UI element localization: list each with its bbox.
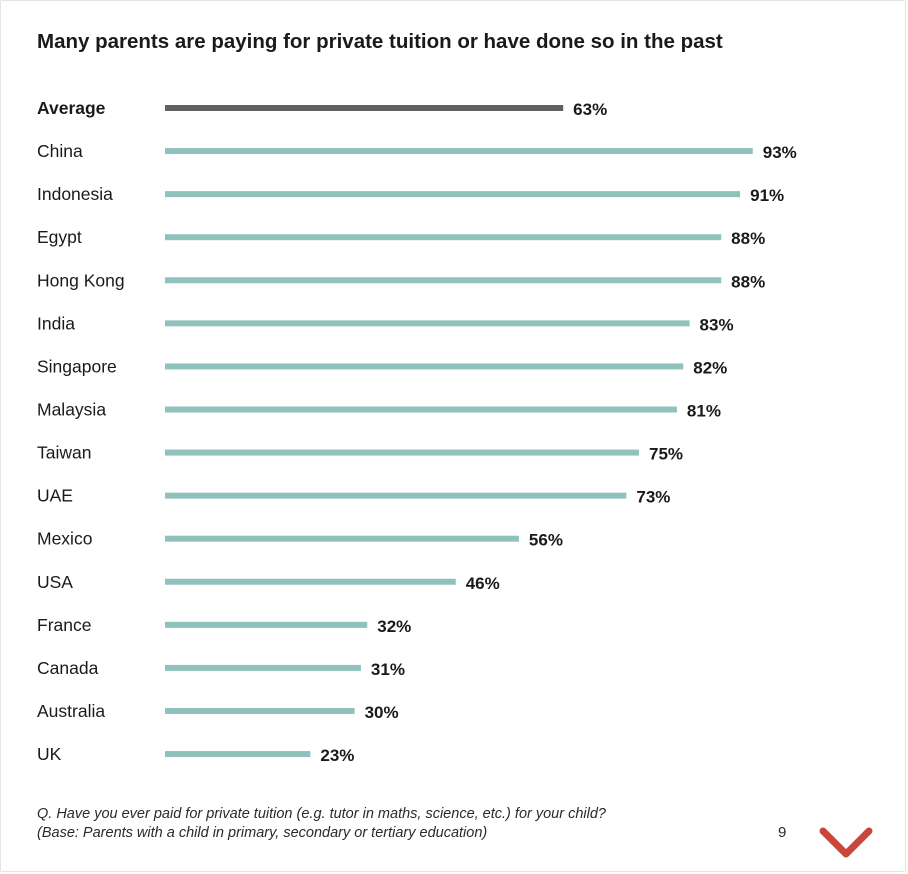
value-label-malaysia: 81% bbox=[687, 401, 721, 420]
category-label-france: France bbox=[37, 615, 91, 635]
bar-france bbox=[165, 621, 368, 628]
category-label-usa: USA bbox=[37, 572, 73, 592]
bar-india bbox=[165, 320, 690, 327]
value-label-average: 63% bbox=[573, 100, 607, 119]
category-label-mexico: Mexico bbox=[37, 529, 92, 549]
category-label-hong-kong: Hong Kong bbox=[37, 270, 125, 290]
bar-china bbox=[165, 148, 753, 155]
value-label-singapore: 82% bbox=[693, 358, 727, 377]
bar-hong-kong bbox=[165, 277, 722, 284]
category-label-indonesia: Indonesia bbox=[37, 184, 113, 204]
value-label-canada: 31% bbox=[371, 660, 405, 679]
category-label-uae: UAE bbox=[37, 486, 73, 506]
bar-uk bbox=[165, 751, 311, 758]
category-label-taiwan: Taiwan bbox=[37, 443, 91, 463]
bar-taiwan bbox=[165, 449, 639, 456]
category-label-australia: Australia bbox=[37, 701, 105, 721]
value-label-uae: 73% bbox=[636, 488, 670, 507]
value-label-india: 83% bbox=[700, 315, 734, 334]
category-label-average: Average bbox=[37, 98, 106, 118]
value-label-indonesia: 91% bbox=[750, 186, 784, 205]
bar-malaysia bbox=[165, 406, 677, 413]
category-label-egypt: Egypt bbox=[37, 227, 82, 247]
category-label-uk: UK bbox=[37, 744, 62, 764]
bar-egypt bbox=[165, 234, 722, 241]
page-number: 9 bbox=[778, 824, 787, 841]
value-label-egypt: 88% bbox=[731, 229, 765, 248]
value-label-uk: 23% bbox=[320, 746, 354, 765]
bar-usa bbox=[165, 578, 456, 585]
chart-title: Many parents are paying for private tuit… bbox=[37, 30, 723, 53]
bar-singapore bbox=[165, 363, 684, 370]
category-label-india: India bbox=[37, 313, 75, 333]
footnote-base: (Base: Parents with a child in primary, … bbox=[37, 825, 488, 841]
bar-canada bbox=[165, 664, 361, 671]
value-label-usa: 46% bbox=[466, 574, 500, 593]
bar-indonesia bbox=[165, 191, 741, 198]
value-label-china: 93% bbox=[763, 143, 797, 162]
value-label-taiwan: 75% bbox=[649, 445, 683, 464]
footnote: Q. Have you ever paid for private tuitio… bbox=[37, 805, 606, 843]
bar-chart: Average 63% China 93% Indonesia 91% Egypt 88% Ho… bbox=[37, 98, 797, 765]
chevron-down-icon[interactable] bbox=[818, 826, 874, 860]
value-label-france: 32% bbox=[377, 617, 411, 636]
footnote-question: Q. Have you ever paid for private tuitio… bbox=[37, 806, 606, 822]
bar-uae bbox=[165, 492, 627, 499]
category-label-canada: Canada bbox=[37, 658, 99, 678]
category-label-malaysia: Malaysia bbox=[37, 399, 106, 419]
value-label-hong-kong: 88% bbox=[731, 272, 765, 291]
category-label-singapore: Singapore bbox=[37, 356, 117, 376]
value-label-australia: 30% bbox=[365, 703, 399, 722]
category-label-china: China bbox=[37, 141, 83, 161]
bar-mexico bbox=[165, 535, 519, 542]
bar-australia bbox=[165, 707, 355, 714]
value-label-mexico: 56% bbox=[529, 531, 563, 550]
bar-average bbox=[165, 105, 564, 111]
